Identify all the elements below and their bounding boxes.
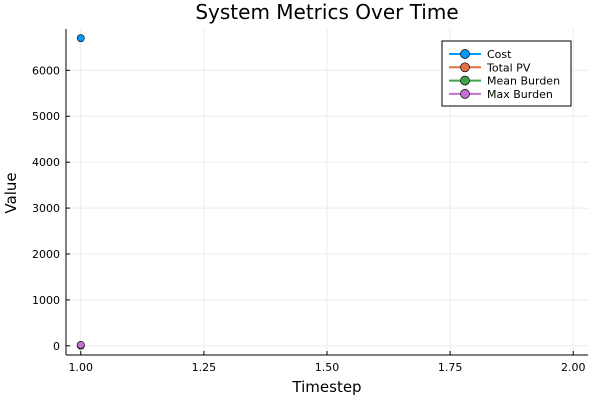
data-marks <box>76 34 85 350</box>
x-tick-label: 2.00 <box>561 361 586 374</box>
point-cost <box>76 34 85 43</box>
legend-label: Total PV <box>486 61 531 74</box>
x-tick-label: 1.75 <box>438 361 463 374</box>
legend-label: Max Burden <box>487 88 553 101</box>
y-tick-label: 6000 <box>32 64 60 77</box>
y-ticks: 0 1000 2000 3000 4000 5000 6000 <box>32 64 70 353</box>
legend-label: Cost <box>487 48 512 61</box>
legend-marker <box>460 49 470 59</box>
x-tick-label: 1.00 <box>69 361 94 374</box>
legend-label: Mean Burden <box>487 75 560 88</box>
y-axis-label: Value <box>2 172 20 213</box>
chart-title: System Metrics Over Time <box>195 0 458 24</box>
x-ticks: 1.00 1.25 1.50 1.75 2.00 <box>69 351 586 374</box>
x-tick-label: 1.25 <box>192 361 217 374</box>
legend-marker <box>460 75 470 86</box>
x-axis-label: Timestep <box>291 378 361 396</box>
y-tick-label: 4000 <box>32 156 60 169</box>
y-tick-label: 5000 <box>32 110 60 123</box>
legend-marker <box>460 89 470 99</box>
x-tick-label: 1.50 <box>315 361 340 374</box>
legend-marker <box>460 62 470 73</box>
y-tick-label: 2000 <box>32 248 60 261</box>
y-tick-label: 1000 <box>32 294 60 307</box>
grid <box>66 29 588 355</box>
y-tick-label: 3000 <box>32 202 60 215</box>
point-max-burden <box>76 340 85 349</box>
y-tick-label: 0 <box>53 340 60 353</box>
